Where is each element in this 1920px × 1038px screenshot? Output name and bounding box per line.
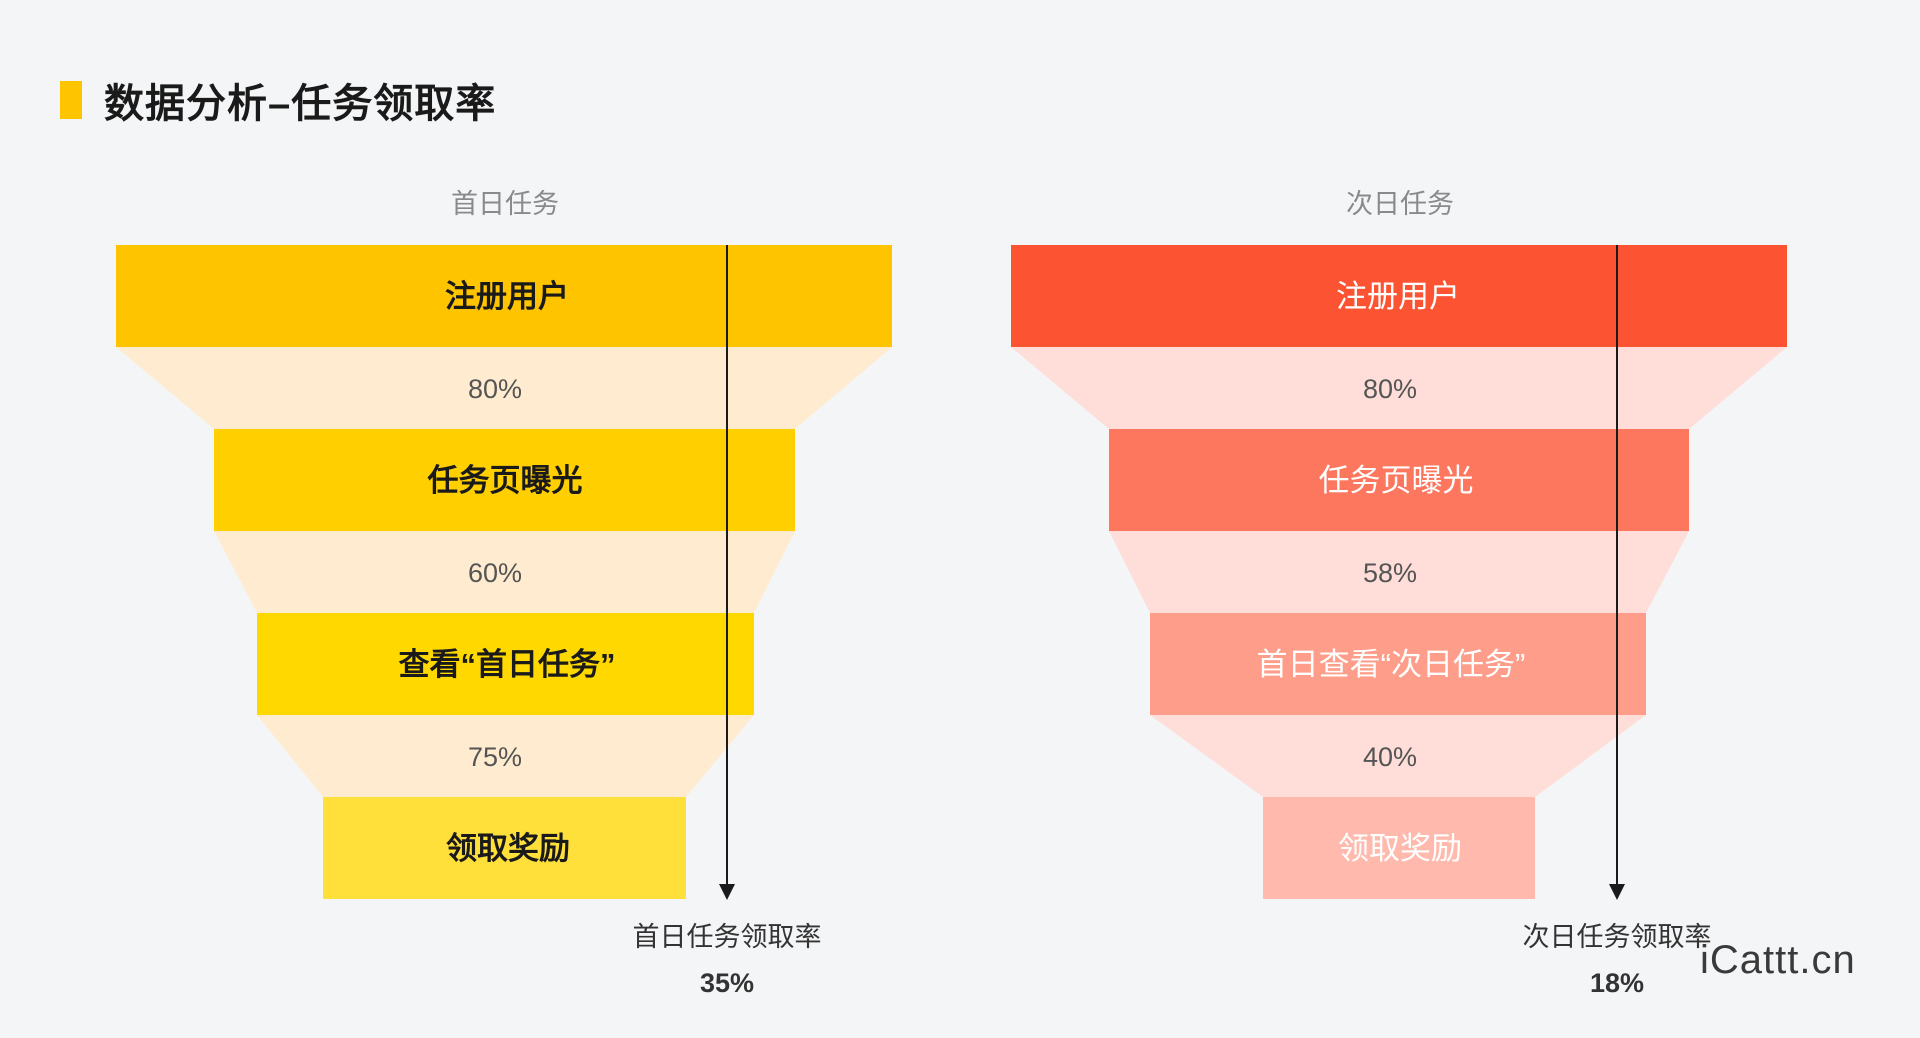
funnel-2-overall-value: 18%	[1590, 968, 1644, 998]
title-marker	[60, 81, 82, 119]
funnel-1-stage-label-3: 查看“首日任务”	[399, 647, 616, 682]
funnel-1-arrow-head	[719, 884, 735, 900]
funnel-1-overall-value: 35%	[700, 968, 754, 998]
funnel-2-connector-2	[1109, 531, 1689, 613]
funnel-1-stage-bar-1	[116, 245, 892, 347]
funnel-2-stage-label-1: 注册用户	[1336, 279, 1460, 314]
funnel-2-stage-bar-4	[1263, 797, 1535, 899]
funnel-1-stage-label-2: 任务页曝光	[427, 463, 583, 498]
funnel-2-overall-label: 次日任务领取率	[1523, 922, 1712, 952]
watermark: iCattt.cn	[1700, 938, 1856, 982]
header: 数据分析–任务领取率	[60, 78, 496, 126]
funnel-1-title: 首日任务	[451, 189, 559, 219]
funnel-1-connector-3	[257, 715, 754, 797]
funnel-2-conversion-label-2: 58%	[1363, 558, 1417, 588]
funnel-2-connector-3	[1150, 715, 1646, 797]
funnel-2-stage-label-4: 领取奖励	[1338, 831, 1462, 866]
funnel-1-conversion-label-3: 75%	[468, 742, 522, 772]
funnel-2-conversion-label-3: 40%	[1363, 742, 1417, 772]
funnel-1-connector-1	[116, 347, 892, 429]
funnel-2-stage-label-3: 首日查看“次日任务”	[1257, 647, 1526, 682]
funnel-2-stage-label-2: 任务页曝光	[1319, 463, 1474, 498]
funnel-1-stage-label-4: 领取奖励	[446, 831, 570, 866]
funnel-2-stage-bar-1	[1011, 245, 1787, 347]
page-title: 数据分析–任务领取率	[104, 82, 497, 126]
funnel-2-title: 次日任务	[1346, 189, 1454, 219]
funnel-1-conversion-label-1: 80%	[468, 374, 522, 404]
funnel-1-stage-label-1: 注册用户	[445, 279, 569, 314]
funnel-2-arrow-head	[1609, 884, 1625, 900]
funnel-2-stage-bar-2	[1109, 429, 1689, 531]
funnel-1-overall-label: 首日任务领取率	[633, 922, 822, 952]
funnel-1-conversion-label-2: 60%	[468, 558, 522, 588]
funnel-2-stage-bar-3	[1150, 613, 1646, 715]
funnel-1-stage-bar-2	[214, 429, 795, 531]
funnel-2-conversion-label-1: 80%	[1363, 374, 1417, 404]
funnel-1-connector-2	[214, 531, 795, 613]
funnel-1-stage-bar-4	[323, 797, 686, 899]
funnel-2-connector-1	[1011, 347, 1787, 429]
funnel-1-stage-bar-3	[257, 613, 754, 715]
